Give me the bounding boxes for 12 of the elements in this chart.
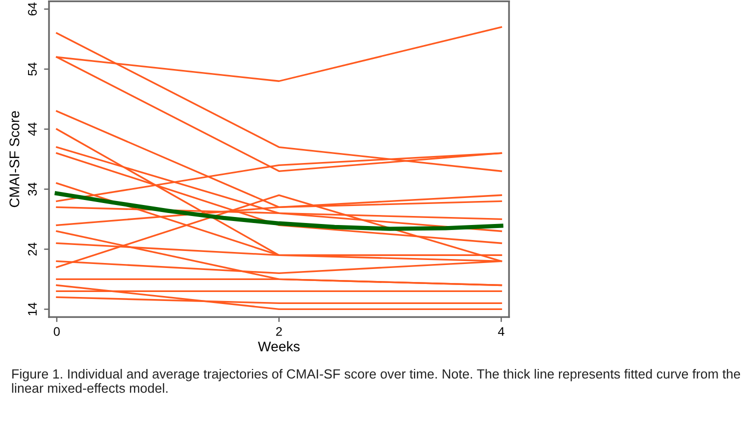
y-axis-title: CMAI-SF Score bbox=[9, 111, 20, 208]
y-tick-label: 54 bbox=[28, 62, 37, 76]
y-tick-label: 24 bbox=[28, 242, 37, 256]
x-tick-label: 2 bbox=[276, 327, 282, 336]
y-tick-label: 64 bbox=[28, 2, 37, 16]
x-tick-label: 0 bbox=[54, 327, 60, 336]
x-tick-label: 4 bbox=[498, 327, 504, 336]
y-tick-label: 14 bbox=[28, 302, 37, 316]
y-tick-label: 34 bbox=[28, 182, 37, 196]
y-tick-label: 44 bbox=[28, 122, 37, 136]
caption: Figure 1. Individual and average trajectories of CMAI-SF score over time. Note. The thick line represents fitted curve from the linear mixed-effects model. bbox=[12, 368, 740, 393]
x-axis-title: Weeks bbox=[258, 341, 300, 352]
